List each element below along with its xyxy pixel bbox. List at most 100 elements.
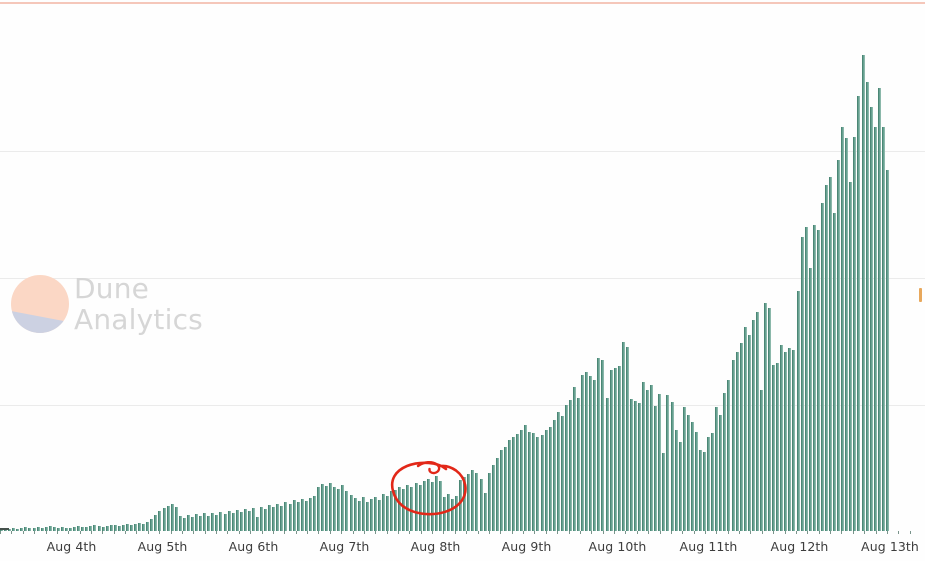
x-axis-tick	[272, 531, 274, 534]
x-axis-tick	[602, 531, 604, 534]
bar	[178, 516, 182, 531]
bar	[8, 529, 12, 531]
dune-watermark: Dune Analytics	[11, 273, 203, 335]
bar	[125, 524, 129, 531]
bar	[73, 527, 77, 531]
x-axis-tick	[454, 531, 456, 534]
x-axis-tick	[864, 531, 866, 534]
gridline	[0, 278, 925, 279]
bar	[593, 380, 597, 531]
x-axis-tick	[477, 531, 479, 534]
x-axis-tick	[11, 531, 13, 534]
bar	[833, 213, 837, 531]
bar	[300, 499, 304, 531]
bar	[849, 182, 853, 531]
bar	[662, 453, 666, 531]
bar	[719, 415, 723, 531]
bar	[402, 489, 406, 531]
x-axis-tick	[511, 531, 513, 534]
bar	[764, 303, 768, 531]
bar	[260, 507, 264, 531]
x-axis-tick	[22, 531, 24, 534]
bar	[36, 527, 40, 531]
bar	[142, 524, 146, 531]
bar	[792, 350, 796, 531]
gridline	[0, 151, 925, 152]
bar	[674, 430, 678, 531]
bar	[345, 491, 349, 531]
x-axis-tick	[181, 531, 183, 534]
x-axis-tick	[523, 531, 524, 534]
x-axis-tick	[284, 531, 286, 534]
x-axis-label: Aug 13th	[861, 539, 919, 554]
bar	[268, 505, 272, 531]
bar	[528, 432, 532, 531]
bar	[162, 508, 166, 531]
bar	[101, 527, 105, 531]
x-axis-tick	[113, 531, 115, 534]
bar	[292, 500, 296, 531]
bar	[93, 525, 97, 531]
bar	[609, 370, 613, 531]
bar	[804, 227, 808, 531]
bar	[113, 525, 117, 531]
bar	[60, 527, 64, 531]
bar	[690, 422, 694, 531]
bar	[357, 501, 361, 531]
x-axis-tick	[193, 531, 195, 534]
bar	[455, 496, 459, 531]
bar	[121, 525, 125, 531]
x-axis-tick	[398, 531, 399, 534]
bar	[227, 511, 231, 531]
bar	[430, 482, 434, 531]
bar	[97, 526, 101, 531]
bar	[853, 137, 857, 531]
bar	[617, 366, 621, 531]
x-axis-tick	[830, 531, 831, 534]
bar	[841, 127, 845, 531]
bar	[158, 511, 162, 531]
bar	[459, 480, 463, 531]
bar	[24, 527, 28, 531]
bar	[174, 507, 178, 531]
bar	[203, 513, 207, 531]
bar	[447, 494, 451, 531]
x-axis-tick	[91, 531, 92, 534]
bar	[361, 497, 365, 531]
bar	[28, 528, 32, 531]
bar	[349, 495, 353, 531]
bar	[243, 509, 247, 531]
bar	[857, 96, 861, 531]
bar	[215, 515, 219, 531]
bar	[487, 473, 491, 531]
right-edge-marker	[919, 288, 922, 302]
x-axis-tick	[261, 531, 263, 534]
bar	[512, 437, 516, 531]
x-axis-tick	[352, 531, 354, 534]
bar	[105, 526, 109, 531]
bar	[568, 400, 572, 531]
bar	[329, 483, 333, 531]
bar	[520, 430, 524, 531]
x-axis-tick	[614, 531, 615, 534]
bar	[296, 502, 300, 531]
bar	[438, 481, 442, 531]
x-axis-tick	[545, 531, 547, 534]
bar	[199, 516, 203, 531]
bar	[780, 345, 784, 531]
bar	[633, 401, 637, 531]
x-axis-tick	[159, 531, 161, 534]
bar	[390, 491, 394, 531]
bar	[211, 513, 215, 531]
bar	[516, 434, 520, 531]
x-axis-label: Aug 10th	[588, 539, 647, 554]
bar	[564, 405, 568, 531]
bar	[658, 394, 662, 531]
x-axis-tick	[704, 531, 706, 534]
x-axis-tick	[636, 531, 638, 534]
bar	[666, 395, 670, 531]
bar	[166, 506, 170, 531]
bar	[219, 512, 223, 531]
bar	[150, 519, 154, 531]
